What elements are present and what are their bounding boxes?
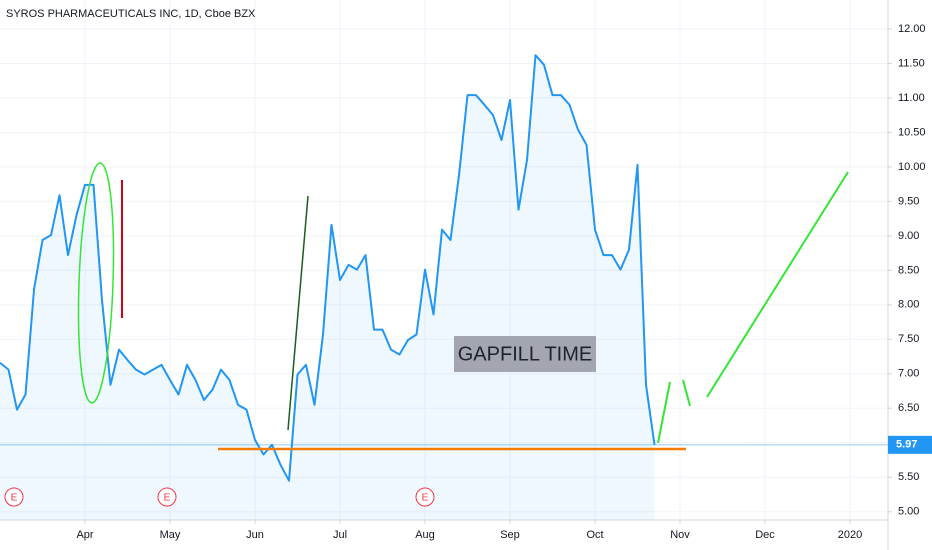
y-tick-label: 8.50 — [898, 264, 919, 276]
last-price-box — [888, 435, 932, 454]
y-tick-label: 12.00 — [898, 23, 926, 35]
y-tick-label: 9.50 — [898, 195, 919, 207]
y-tick-label: 7.50 — [898, 333, 919, 345]
x-tick-label: 2020 — [838, 529, 862, 541]
x-tick-label: Apr — [76, 529, 93, 541]
y-tick-label: 8.00 — [898, 299, 919, 311]
event-marker — [4, 487, 24, 507]
ellipse-drawing — [77, 162, 115, 404]
projection-line — [706, 171, 849, 398]
y-tick-label: 11.00 — [898, 92, 925, 104]
y-tick-label: 7.00 — [898, 368, 919, 380]
x-tick-label: Jul — [333, 529, 347, 541]
projection-line — [682, 379, 691, 407]
trend-line — [287, 195, 309, 431]
x-tick-label: Jun — [246, 529, 264, 541]
annotation-box — [454, 336, 596, 372]
x-tick-label: Oct — [586, 529, 603, 541]
price-line — [0, 54, 656, 482]
drawings: GAPFILL TIME — [77, 162, 849, 451]
y-tick-label: 10.50 — [898, 126, 926, 138]
y-tick-label: 5.50 — [898, 471, 919, 483]
event-label: E — [422, 493, 429, 504]
x-tick-label: Nov — [670, 529, 690, 541]
axes: 5.005.506.006.507.007.508.008.509.009.50… — [76, 23, 932, 541]
x-tick-label: Sep — [500, 529, 520, 541]
projection-line — [657, 381, 671, 444]
y-tick-label: 5.00 — [898, 506, 919, 518]
event-marker — [157, 487, 177, 507]
event-label: E — [164, 493, 171, 504]
event-marker — [415, 487, 435, 507]
y-tick-label: 10.00 — [898, 161, 926, 173]
x-tick-label: Aug — [415, 529, 435, 541]
x-tick-label: Dec — [755, 529, 775, 541]
y-tick-label: 11.50 — [898, 57, 925, 69]
y-tick-label: 6.50 — [898, 402, 919, 414]
event-label: E — [11, 493, 18, 504]
annotation-text: GAPFILL TIME — [458, 343, 592, 365]
x-tick-label: May — [160, 529, 181, 541]
grid — [0, 0, 888, 520]
y-tick-label: 9.00 — [898, 230, 919, 242]
chart-title: SYROS PHARMACEUTICALS INC, 1D, Cboe BZX — [6, 8, 256, 20]
last-price-label: 5.97 — [896, 439, 917, 451]
